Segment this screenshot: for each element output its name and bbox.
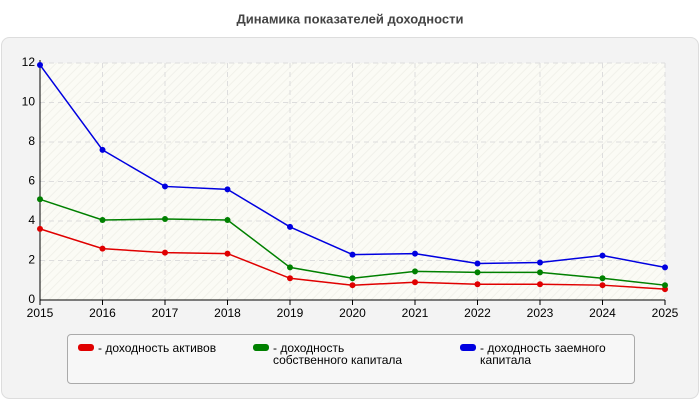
data-point	[599, 252, 606, 259]
x-tick-label: 2020	[339, 306, 366, 320]
legend-swatch	[460, 344, 476, 351]
y-tick-label: 2	[28, 253, 35, 267]
x-tick-label: 2015	[27, 306, 54, 320]
data-point	[287, 275, 293, 282]
chart-title: Динамика показателей доходности	[236, 11, 463, 26]
data-point	[349, 275, 356, 282]
x-tick-label: 2016	[89, 306, 116, 320]
data-point	[162, 183, 168, 190]
x-tick-label: 2021	[402, 306, 429, 320]
data-point	[349, 251, 356, 258]
data-point	[537, 281, 543, 288]
legend-label: - доходность заемного капитала	[480, 341, 606, 367]
data-point	[99, 217, 106, 224]
data-point	[162, 249, 168, 256]
data-point	[349, 282, 356, 289]
data-point	[287, 264, 293, 271]
x-tick-label: 2023	[527, 306, 554, 320]
x-tick-label: 2019	[277, 306, 304, 320]
y-tick-label: 10	[22, 95, 36, 109]
data-point	[224, 250, 231, 257]
legend-entry: - доходность заемного капитала	[460, 342, 625, 366]
y-tick-label: 8	[28, 134, 35, 148]
legend-swatch	[253, 344, 269, 351]
y-tick-label: 0	[28, 292, 35, 306]
data-point	[537, 269, 543, 276]
data-point	[99, 146, 106, 153]
data-point	[662, 264, 668, 271]
legend-entry: - доходность собственного капитала	[253, 342, 418, 366]
x-tick-label: 2018	[214, 306, 241, 320]
legend-swatch	[78, 344, 94, 351]
data-point	[599, 282, 606, 289]
y-tick-label: 12	[22, 55, 36, 69]
data-point	[224, 217, 231, 224]
data-point	[37, 196, 43, 203]
data-point	[474, 260, 481, 267]
y-tick-label: 4	[28, 213, 35, 227]
data-point	[412, 250, 418, 257]
data-point	[162, 216, 168, 223]
legend-label: - доходность активов	[98, 341, 217, 355]
data-point	[287, 223, 293, 230]
data-point	[37, 61, 43, 68]
data-point	[662, 282, 668, 289]
legend-label: - доходность собственного капитала	[273, 341, 403, 367]
data-point	[474, 281, 481, 288]
data-point	[224, 186, 231, 193]
legend-entry: - доходность активов	[78, 342, 243, 354]
data-point	[412, 279, 418, 286]
data-point	[599, 275, 606, 282]
data-point	[537, 259, 543, 266]
data-point	[37, 225, 43, 232]
data-point	[99, 245, 106, 252]
x-tick-label: 2022	[464, 306, 491, 320]
x-tick-label: 2024	[589, 306, 616, 320]
data-point	[474, 269, 481, 276]
x-tick-label: 2025	[652, 306, 679, 320]
y-tick-label: 6	[28, 174, 35, 188]
data-point	[412, 268, 418, 275]
x-tick-label: 2017	[152, 306, 179, 320]
legend: - доходность активов - доходность собстве…	[67, 334, 635, 384]
